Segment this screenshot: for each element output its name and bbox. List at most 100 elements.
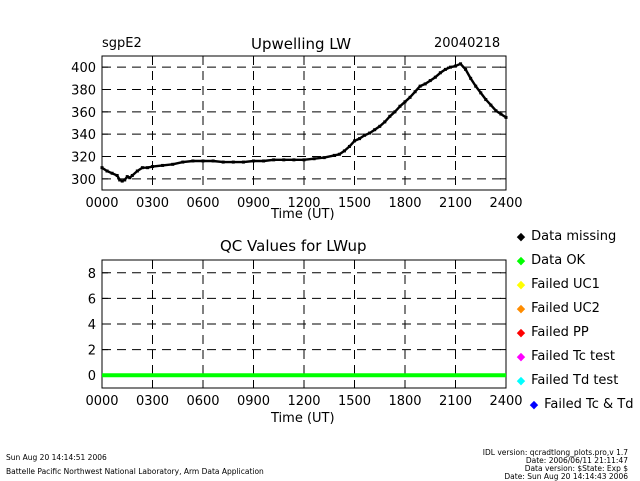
lower-chart-title: QC Values for LWup bbox=[220, 237, 367, 255]
footer-timestamp: Sun Aug 20 14:14:51 2006 bbox=[6, 453, 107, 462]
lower-x-tick-label: 1500 bbox=[338, 394, 371, 409]
legend-item-failed-tc-test: ◆ Failed Tc test bbox=[515, 349, 615, 364]
upper-data-point bbox=[252, 159, 255, 163]
diamond-icon: ◆ bbox=[516, 230, 526, 243]
upper-data-point bbox=[221, 160, 225, 164]
upper-data-point bbox=[125, 175, 129, 179]
upper-data-point bbox=[388, 114, 392, 118]
upper-data-point bbox=[504, 115, 508, 119]
upper-data-point bbox=[408, 95, 412, 99]
upper-data-point bbox=[145, 166, 149, 170]
legend-label: Failed UC2 bbox=[531, 301, 600, 316]
lower-x-tick-label: 1800 bbox=[388, 394, 421, 409]
upper-data-point bbox=[191, 159, 195, 163]
upper-data-point bbox=[130, 173, 134, 177]
upper-data-point bbox=[128, 176, 132, 180]
upper-x-tick-label: 1800 bbox=[388, 196, 421, 211]
upper-data-point bbox=[499, 112, 503, 116]
diamond-icon: ◆ bbox=[516, 302, 526, 315]
upper-data-point bbox=[383, 120, 387, 124]
diamond-icon: ◆ bbox=[516, 326, 526, 339]
legend-label: Failed Tc test bbox=[531, 349, 615, 364]
upper-x-tick-label: 1500 bbox=[338, 196, 371, 211]
upper-data-point bbox=[413, 90, 417, 94]
legend-item-failed-td-test: ◆ Failed Td test bbox=[515, 373, 619, 388]
upper-data-point bbox=[373, 128, 377, 132]
upper-data-point bbox=[479, 91, 483, 95]
footer-version-line: Data version: $State: Exp $ bbox=[524, 464, 628, 473]
upper-data-point bbox=[469, 76, 473, 80]
upper-x-tick-label: 0900 bbox=[237, 196, 270, 211]
upper-chart-title: Upwelling LW bbox=[251, 35, 352, 53]
upper-y-tick-label: 340 bbox=[71, 128, 96, 143]
legend-label: Failed Td test bbox=[531, 373, 619, 388]
upper-data-point bbox=[494, 109, 498, 113]
lower-x-tick-label: 0300 bbox=[136, 394, 169, 409]
lower-y-tick-label: 8 bbox=[88, 267, 96, 282]
lower-x-tick-label: 0900 bbox=[237, 394, 270, 409]
upper-data-point bbox=[342, 149, 346, 153]
legend-label: Failed UC1 bbox=[531, 277, 600, 292]
legend-item-failed-pp: ◆ Failed PP bbox=[515, 325, 589, 340]
upper-y-tick-label: 380 bbox=[71, 84, 96, 99]
upper-y-tick-label: 400 bbox=[71, 61, 96, 76]
upper-data-point bbox=[123, 178, 127, 182]
lower-x-tick-label: 2100 bbox=[439, 394, 472, 409]
upper-data-point bbox=[474, 84, 478, 88]
upper-data-point bbox=[115, 173, 119, 177]
upper-data-point bbox=[489, 103, 493, 107]
upper-data-point bbox=[211, 159, 215, 163]
upper-data-point bbox=[363, 133, 367, 137]
upper-data-point bbox=[418, 84, 422, 88]
upper-x-tick-label: 0600 bbox=[186, 196, 219, 211]
upper-data-point bbox=[171, 162, 175, 166]
lower-x-tick-label: 0600 bbox=[186, 394, 219, 409]
legend-label: Failed Tc & Td bbox=[544, 397, 634, 412]
upper-data-point bbox=[135, 169, 139, 173]
lower-x-tick-label: 2400 bbox=[489, 394, 522, 409]
legend-item-failed-tc-td: ◆ Failed Tc & Td bbox=[528, 397, 634, 412]
upper-data-point bbox=[181, 160, 185, 164]
upper-x-tick-label: 2100 bbox=[439, 196, 472, 211]
footer-version-line: IDL version: qcradtlong_plots.pro,v 1.7 bbox=[482, 448, 628, 457]
upper-data-point bbox=[120, 179, 124, 183]
footer-version-line: Date: 2006/06/11 21:11:47 bbox=[525, 456, 628, 465]
lower-x-axis-label: Time (UT) bbox=[271, 411, 335, 426]
upper-data-point bbox=[140, 166, 144, 170]
upper-data-point bbox=[398, 104, 402, 108]
upper-data-point bbox=[358, 137, 362, 141]
upper-data-point bbox=[378, 124, 382, 128]
upper-data-point bbox=[347, 144, 351, 148]
diamond-icon: ◆ bbox=[516, 374, 526, 387]
upper-data-point bbox=[443, 67, 447, 71]
upper-x-axis-label: Time (UT) bbox=[271, 207, 335, 222]
upper-data-point bbox=[393, 110, 397, 114]
legend-label: Failed PP bbox=[531, 325, 589, 340]
footer-version-line: Date: Sun Aug 20 14:14:43 2006 bbox=[504, 472, 628, 481]
upper-data-point bbox=[105, 169, 109, 173]
upper-data-point bbox=[282, 158, 286, 162]
legend-item-data-missing: ◆ Data missing bbox=[515, 229, 616, 244]
upper-data-point bbox=[241, 160, 245, 164]
footer-version-info: IDL version: qcradtlong_plots.pro,v 1.7 … bbox=[483, 449, 628, 481]
lower-x-tick-label: 0000 bbox=[85, 394, 118, 409]
diamond-icon: ◆ bbox=[516, 350, 526, 363]
upper-data-point bbox=[100, 166, 104, 170]
upper-x-tick-label: 1200 bbox=[287, 196, 320, 211]
date-label: 20040218 bbox=[434, 36, 501, 51]
upper-data-point bbox=[322, 156, 326, 160]
upper-data-point bbox=[262, 159, 266, 163]
upper-x-tick-label: 0000 bbox=[85, 196, 118, 211]
upper-data-point bbox=[118, 178, 122, 182]
upper-data-point bbox=[438, 71, 442, 75]
upper-data-point bbox=[403, 100, 407, 104]
upper-data-point bbox=[337, 152, 341, 156]
upper-y-tick-label: 360 bbox=[71, 106, 96, 121]
site-label: sgpE2 bbox=[102, 36, 142, 51]
lower-y-tick-label: 6 bbox=[88, 292, 96, 307]
upper-data-point bbox=[292, 158, 296, 162]
upper-x-tick-label: 0300 bbox=[136, 196, 169, 211]
diamond-icon: ◆ bbox=[516, 278, 526, 291]
upper-data-point bbox=[448, 65, 452, 69]
